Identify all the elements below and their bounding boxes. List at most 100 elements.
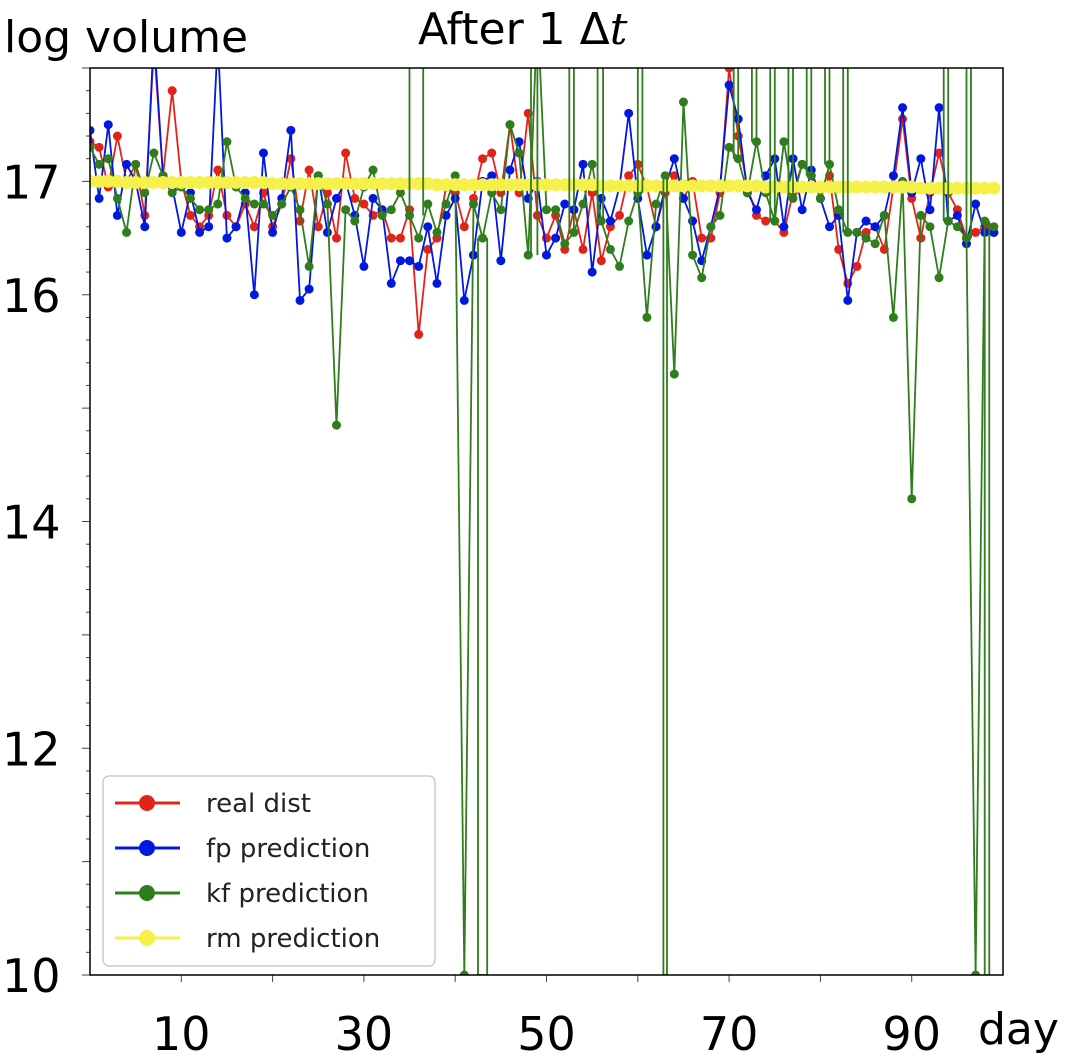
point-real-dist bbox=[167, 86, 177, 96]
point-rm-prediction bbox=[832, 180, 846, 194]
legend-swatch-marker bbox=[139, 840, 155, 856]
point-kf-prediction bbox=[496, 205, 506, 215]
point-real-dist bbox=[313, 222, 323, 232]
x-tick-label: 50 bbox=[517, 1007, 576, 1061]
chart-title: After 1 Δt bbox=[418, 4, 628, 55]
point-real-dist bbox=[934, 148, 944, 158]
y-tick-label: 17 bbox=[2, 155, 61, 209]
point-fp-prediction bbox=[779, 222, 789, 232]
point-rm-prediction bbox=[695, 179, 709, 193]
point-fp-prediction bbox=[751, 205, 761, 215]
point-real-dist bbox=[971, 227, 981, 237]
point-fp-prediction bbox=[888, 171, 898, 181]
point-fp-prediction bbox=[843, 295, 853, 305]
point-real-dist bbox=[112, 131, 122, 141]
point-real-dist bbox=[615, 210, 625, 220]
point-kf-prediction bbox=[395, 188, 405, 198]
point-real-dist bbox=[185, 210, 195, 220]
point-fp-prediction bbox=[332, 193, 342, 203]
point-rm-prediction bbox=[266, 177, 280, 191]
point-kf-prediction bbox=[295, 205, 305, 215]
point-kf-prediction bbox=[213, 199, 223, 209]
x-axis-label: day bbox=[978, 1004, 1059, 1055]
kf-spike-line bbox=[636, 68, 644, 193]
point-rm-prediction bbox=[284, 177, 298, 191]
kf-spike-line bbox=[732, 68, 740, 159]
point-rm-prediction bbox=[129, 176, 143, 190]
point-fp-prediction bbox=[952, 210, 962, 220]
point-rm-prediction bbox=[667, 179, 681, 193]
legend-swatch-marker bbox=[139, 795, 155, 811]
point-rm-prediction bbox=[147, 176, 161, 190]
point-kf-prediction bbox=[432, 227, 442, 237]
point-kf-prediction bbox=[131, 159, 141, 169]
point-rm-prediction bbox=[558, 178, 572, 192]
x-tick-label: 70 bbox=[700, 1007, 759, 1061]
point-rm-prediction bbox=[722, 179, 736, 193]
point-kf-prediction bbox=[551, 205, 561, 215]
point-rm-prediction bbox=[494, 178, 508, 192]
point-kf-prediction bbox=[103, 154, 113, 164]
point-rm-prediction bbox=[211, 176, 225, 190]
point-rm-prediction bbox=[713, 179, 727, 193]
point-rm-prediction bbox=[649, 179, 663, 193]
y-tick-label: 16 bbox=[2, 269, 61, 323]
point-kf-prediction bbox=[852, 227, 862, 237]
legend-label: kf prediction bbox=[206, 879, 369, 909]
point-kf-prediction bbox=[651, 199, 661, 209]
point-rm-prediction bbox=[238, 176, 252, 190]
point-rm-prediction bbox=[448, 178, 462, 192]
point-kf-prediction bbox=[542, 205, 551, 215]
point-rm-prediction bbox=[457, 178, 471, 192]
point-real-dist bbox=[423, 244, 433, 254]
point-kf-prediction bbox=[879, 210, 889, 220]
point-rm-prediction bbox=[202, 176, 216, 190]
point-rm-prediction bbox=[476, 178, 490, 192]
point-fp-prediction bbox=[103, 120, 113, 130]
point-rm-prediction bbox=[229, 176, 243, 190]
point-fp-prediction bbox=[258, 148, 268, 158]
kf-spike-line bbox=[408, 68, 425, 216]
point-fp-prediction bbox=[916, 154, 926, 164]
point-rm-prediction bbox=[640, 179, 654, 193]
point-fp-prediction bbox=[140, 222, 150, 232]
point-fp-prediction bbox=[861, 216, 871, 226]
point-real-dist bbox=[624, 171, 634, 181]
point-real-dist bbox=[386, 233, 396, 243]
point-fp-prediction bbox=[195, 227, 205, 237]
point-real-dist bbox=[697, 233, 707, 243]
point-rm-prediction bbox=[950, 181, 964, 195]
point-rm-prediction bbox=[658, 179, 672, 193]
point-real-dist bbox=[350, 193, 360, 203]
point-rm-prediction bbox=[850, 180, 864, 194]
point-rm-prediction bbox=[868, 180, 882, 194]
point-fp-prediction bbox=[560, 199, 570, 209]
point-real-dist bbox=[414, 329, 424, 339]
point-real-dist bbox=[213, 165, 223, 175]
point-rm-prediction bbox=[92, 174, 106, 188]
point-rm-prediction bbox=[813, 180, 827, 194]
point-rm-prediction bbox=[932, 181, 946, 195]
point-fp-prediction bbox=[724, 80, 734, 90]
point-fp-prediction bbox=[90, 125, 95, 135]
point-kf-prediction bbox=[916, 210, 926, 220]
point-kf-prediction bbox=[423, 199, 433, 209]
y-tick-label: 10 bbox=[2, 949, 61, 1003]
point-fp-prediction bbox=[487, 171, 497, 181]
point-real-dist bbox=[222, 210, 232, 220]
kf-spike-line bbox=[568, 68, 575, 233]
point-fp-prediction bbox=[669, 154, 679, 164]
point-real-dist bbox=[761, 216, 771, 226]
point-rm-prediction bbox=[439, 178, 453, 192]
kf-spike-line bbox=[596, 68, 604, 222]
point-fp-prediction bbox=[825, 222, 835, 232]
point-fp-prediction bbox=[359, 261, 369, 271]
point-kf-prediction bbox=[615, 261, 625, 271]
legend-swatch-marker bbox=[139, 885, 155, 901]
point-rm-prediction bbox=[120, 176, 134, 190]
point-kf-prediction bbox=[669, 369, 679, 379]
point-kf-prediction bbox=[861, 233, 871, 243]
point-kf-prediction bbox=[304, 261, 314, 271]
point-fp-prediction bbox=[94, 193, 104, 203]
